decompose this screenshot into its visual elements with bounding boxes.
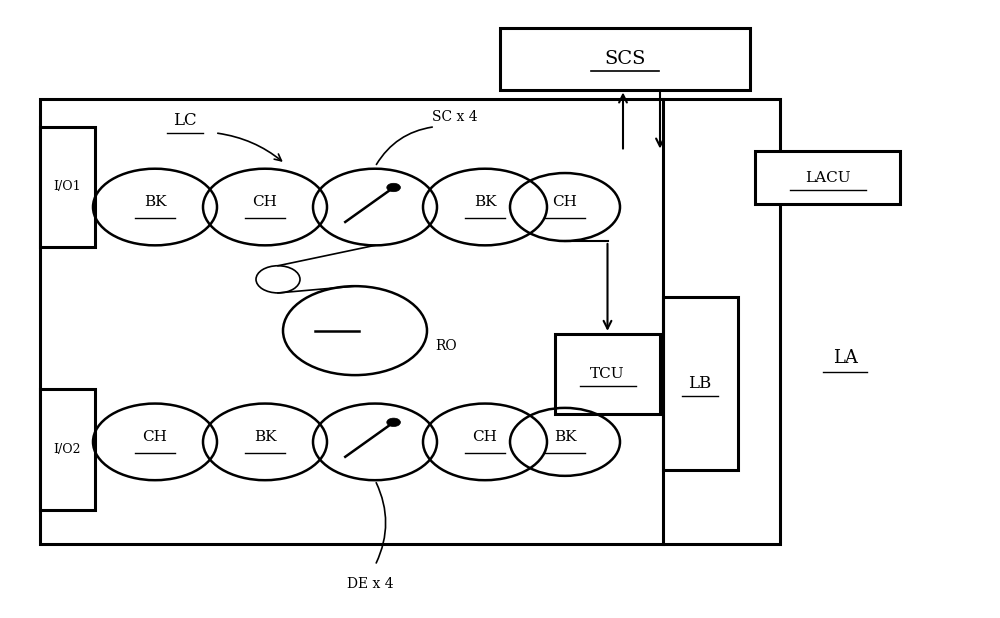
Bar [755, 151, 900, 204]
Bar [555, 334, 660, 414]
Text: BK: BK [474, 195, 496, 209]
Circle shape [387, 418, 400, 426]
Bar [663, 297, 738, 470]
Bar [40, 99, 780, 544]
Text: I/O1: I/O1 [54, 180, 81, 193]
FancyArrowPatch shape [376, 483, 386, 563]
Text: LACU: LACU [805, 171, 850, 185]
Text: BK: BK [254, 430, 276, 444]
FancyArrowPatch shape [376, 127, 432, 164]
Bar [40, 389, 95, 510]
Text: TCU: TCU [590, 367, 625, 381]
Text: LA: LA [833, 349, 857, 368]
Circle shape [387, 184, 400, 192]
Text: I/O2: I/O2 [54, 443, 81, 456]
Text: SCS: SCS [604, 49, 646, 68]
Text: RO: RO [435, 339, 457, 353]
Text: CH: CH [473, 430, 497, 444]
Text: BK: BK [554, 430, 576, 444]
Bar [500, 28, 750, 90]
Text: CH: CH [253, 195, 277, 209]
Text: CH: CH [553, 195, 577, 209]
Text: BK: BK [144, 195, 166, 209]
Text: LB: LB [688, 375, 712, 392]
Text: LC: LC [173, 112, 197, 129]
Bar [40, 127, 95, 247]
Text: DE x 4: DE x 4 [347, 577, 393, 591]
Text: CH: CH [143, 430, 167, 444]
Text: SC x 4: SC x 4 [432, 111, 478, 124]
